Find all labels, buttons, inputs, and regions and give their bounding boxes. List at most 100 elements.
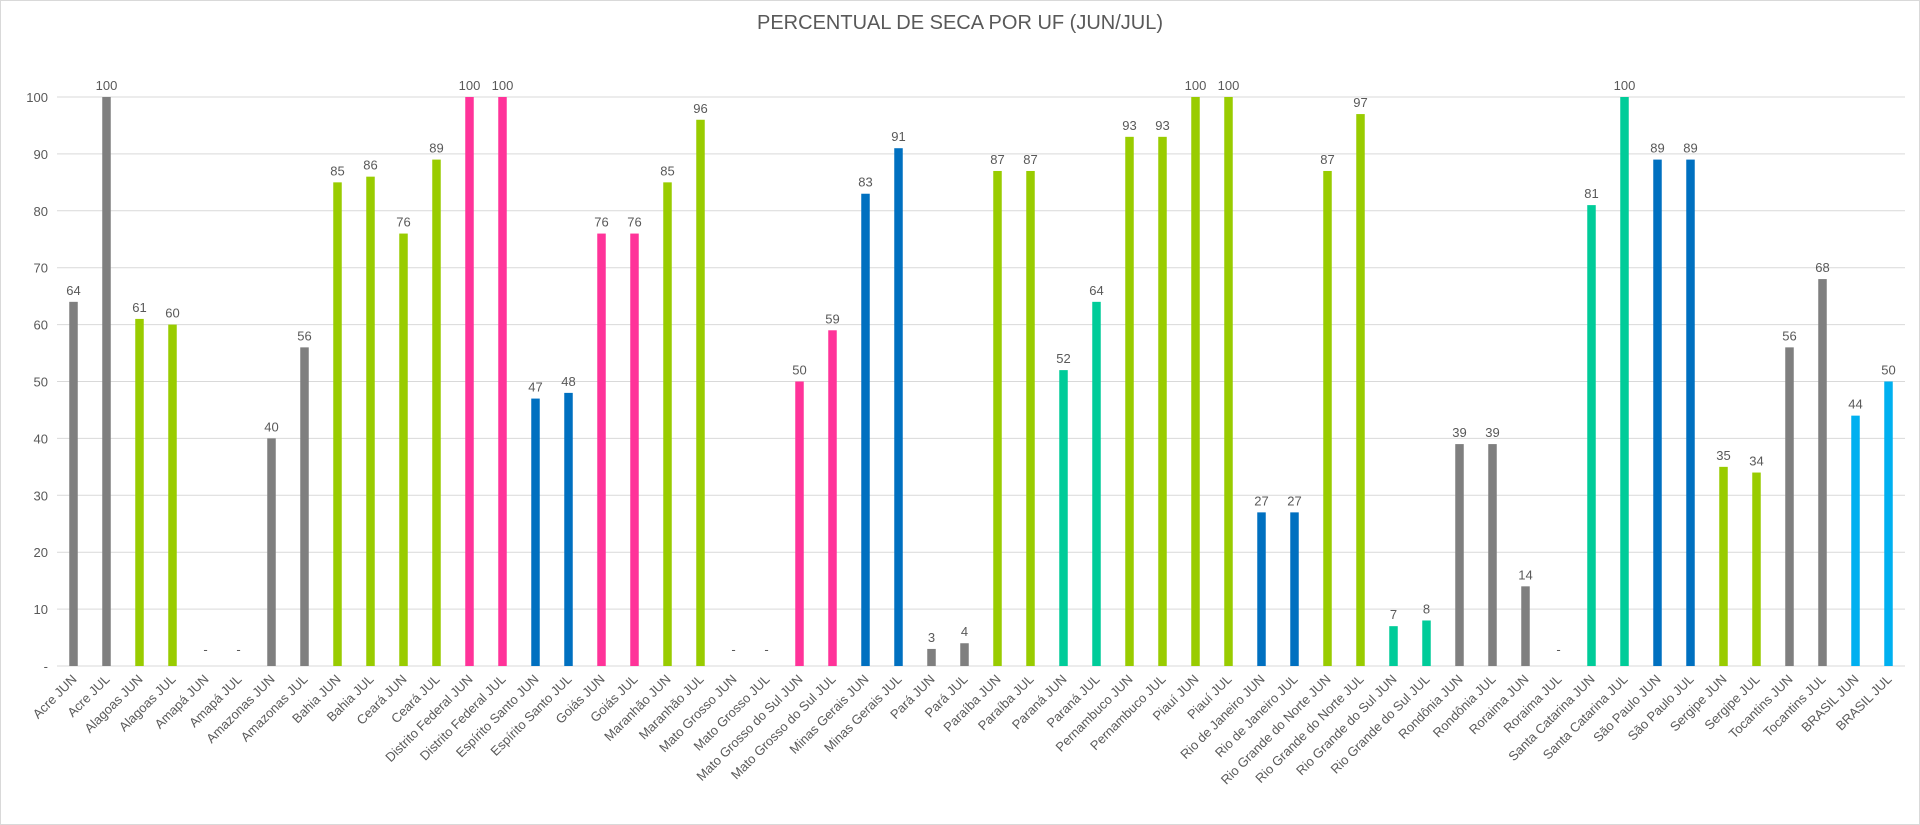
data-label: 96 — [693, 101, 707, 116]
bar — [960, 643, 969, 666]
data-label: 27 — [1287, 493, 1301, 508]
bar — [927, 648, 936, 666]
bar — [300, 347, 309, 666]
y-tick-label: 40 — [34, 431, 48, 446]
y-tick-label: 50 — [34, 375, 48, 390]
bar — [1191, 97, 1200, 666]
data-label: 100 — [96, 78, 118, 93]
data-label: 34 — [1749, 454, 1763, 469]
bar — [1323, 170, 1332, 666]
bar — [498, 97, 507, 666]
bar — [1026, 170, 1035, 666]
data-label: 91 — [891, 129, 905, 144]
bar — [696, 119, 705, 666]
data-label: 81 — [1584, 186, 1598, 201]
bar — [135, 318, 144, 666]
data-label: 100 — [459, 78, 481, 93]
data-label: 56 — [1782, 328, 1796, 343]
y-tick-label: 70 — [34, 261, 48, 276]
data-label: 52 — [1056, 351, 1070, 366]
chart-title: PERCENTUAL DE SECA POR UF (JUN/JUL) — [757, 12, 1163, 34]
data-label: 86 — [363, 158, 377, 173]
data-label: 39 — [1485, 425, 1499, 440]
data-label: 47 — [528, 380, 542, 395]
data-label: 61 — [132, 300, 146, 315]
data-label: 87 — [990, 152, 1004, 167]
bar — [564, 392, 573, 666]
data-label: 14 — [1518, 567, 1532, 582]
y-tick-label: 80 — [34, 204, 48, 219]
data-label: 35 — [1716, 448, 1730, 463]
data-label: 93 — [1155, 118, 1169, 133]
bar — [1620, 97, 1629, 666]
data-label: 40 — [264, 419, 278, 434]
bar — [1356, 114, 1365, 666]
data-label: 60 — [165, 306, 179, 321]
bar — [399, 233, 408, 666]
bar — [1785, 347, 1794, 666]
data-label: 87 — [1320, 152, 1334, 167]
data-label: - — [236, 642, 240, 657]
bar — [1719, 466, 1728, 666]
data-label: 64 — [66, 283, 80, 298]
y-tick-label: 10 — [34, 602, 48, 617]
bar — [1389, 626, 1398, 666]
data-label: - — [764, 642, 768, 657]
data-label: 87 — [1023, 152, 1037, 167]
data-label: 50 — [792, 363, 806, 378]
bar — [1488, 444, 1497, 666]
bar — [828, 330, 837, 666]
bar — [1587, 205, 1596, 667]
data-label: 89 — [1683, 141, 1697, 156]
data-label: 100 — [492, 78, 514, 93]
y-tick-label: - — [44, 659, 48, 674]
bar — [69, 301, 78, 666]
y-tick-label: 60 — [34, 318, 48, 333]
bar — [1422, 620, 1431, 666]
bar — [795, 381, 804, 666]
data-label: 59 — [825, 311, 839, 326]
bar — [366, 176, 375, 666]
data-label: 97 — [1353, 95, 1367, 110]
bar — [1059, 370, 1068, 666]
data-label: - — [1556, 642, 1560, 657]
data-label: 85 — [660, 163, 674, 178]
data-label: 89 — [429, 141, 443, 156]
bar — [1686, 159, 1695, 666]
data-label: - — [203, 642, 207, 657]
data-label: 4 — [961, 624, 968, 639]
bar — [1752, 472, 1761, 666]
bar — [1092, 301, 1101, 666]
bar — [663, 182, 672, 666]
data-label: 100 — [1614, 78, 1636, 93]
bar — [630, 233, 639, 666]
data-label: 85 — [330, 163, 344, 178]
bar — [1521, 586, 1530, 666]
data-label: 39 — [1452, 425, 1466, 440]
bar — [1290, 512, 1299, 666]
y-tick-label: 30 — [34, 488, 48, 503]
data-label: - — [731, 642, 735, 657]
bar — [597, 233, 606, 666]
data-label: 64 — [1089, 283, 1103, 298]
bar — [1653, 159, 1662, 666]
data-label: 68 — [1815, 260, 1829, 275]
bar — [1818, 279, 1827, 666]
data-label: 50 — [1881, 363, 1895, 378]
y-tick-label: 100 — [26, 90, 48, 105]
bar — [168, 324, 177, 666]
data-label: 76 — [627, 215, 641, 230]
data-label: 76 — [396, 215, 410, 230]
y-tick-label: 20 — [34, 545, 48, 560]
bar — [1455, 444, 1464, 666]
data-label: 100 — [1218, 78, 1240, 93]
bar — [531, 398, 540, 666]
bar — [1257, 512, 1266, 666]
bar — [102, 97, 111, 666]
bar — [894, 148, 903, 666]
data-label: 48 — [561, 374, 575, 389]
bar — [993, 170, 1002, 666]
bar — [1851, 415, 1860, 666]
data-label: 89 — [1650, 141, 1664, 156]
